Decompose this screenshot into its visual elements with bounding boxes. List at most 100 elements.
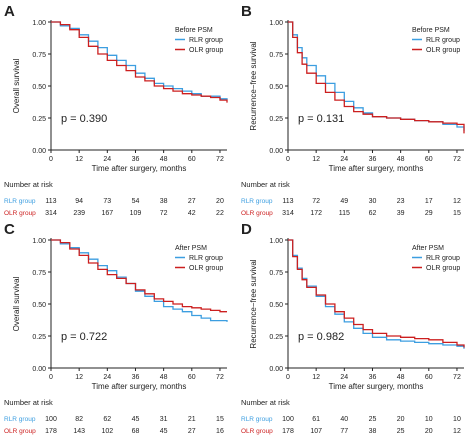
- risk-value: 45: [132, 416, 140, 423]
- legend-label: RLR group: [426, 37, 460, 44]
- y-tick-label: 0.50: [32, 84, 46, 91]
- y-tick-label: 0.75: [32, 270, 46, 277]
- risk-value: 25: [397, 428, 405, 435]
- x-tick-label: 48: [397, 374, 405, 381]
- x-tick-label: 60: [425, 374, 433, 381]
- legend-title: Before PSM: [175, 27, 213, 34]
- risk-value: 17: [425, 198, 433, 205]
- risk-row-label: OLR group: [4, 428, 36, 435]
- x-tick-label: 0: [49, 156, 53, 163]
- panel-a: A 0.00 0.25 0.50 0.75 1.00 0 12 24 36 48 60 72 Time a…: [4, 3, 228, 217]
- risk-value: 54: [132, 198, 140, 205]
- risk-value: 61: [312, 416, 320, 423]
- panel-label: A: [4, 3, 15, 20]
- risk-value: 82: [75, 416, 83, 423]
- risk-row-label: RLR group: [241, 416, 273, 423]
- risk-row-label: RLR group: [4, 416, 36, 423]
- y-tick-label: 1.00: [32, 238, 46, 245]
- risk-value: 15: [453, 210, 461, 217]
- risk-value: 62: [369, 210, 377, 217]
- risk-value: 30: [369, 198, 377, 205]
- risk-value: 73: [103, 198, 111, 205]
- legend-label: OLR group: [426, 265, 460, 272]
- y-tick-label: 0.00: [269, 366, 283, 373]
- risk-value: 15: [216, 416, 224, 423]
- risk-value: 62: [103, 416, 111, 423]
- x-tick-label: 72: [216, 374, 224, 381]
- y-tick-label: 1.00: [32, 20, 46, 27]
- legend-label: RLR group: [189, 37, 223, 44]
- p-value: p = 0.982: [298, 331, 344, 343]
- x-tick-label: 72: [216, 156, 224, 163]
- risk-value: 72: [160, 210, 168, 217]
- risk-value: 100: [45, 416, 57, 423]
- legend-label: OLR group: [426, 47, 460, 54]
- risk-table-title: Number at risk: [241, 180, 290, 189]
- x-axis-title: Time after surgery, months: [92, 164, 187, 173]
- panel-label: C: [4, 221, 15, 238]
- x-tick-label: 48: [397, 156, 405, 163]
- risk-value: 42: [188, 210, 196, 217]
- risk-value: 167: [101, 210, 113, 217]
- panel-label: B: [241, 3, 252, 20]
- risk-value: 45: [160, 428, 168, 435]
- risk-value: 40: [340, 416, 348, 423]
- x-tick-label: 36: [132, 156, 140, 163]
- risk-value: 94: [75, 198, 83, 205]
- series-line-rlr: [51, 239, 228, 322]
- x-tick-label: 12: [75, 374, 83, 381]
- legend-label: OLR group: [189, 47, 223, 54]
- risk-table-title: Number at risk: [241, 398, 290, 407]
- risk-value: 20: [425, 428, 433, 435]
- panel-label: D: [241, 221, 252, 238]
- y-tick-label: 0.25: [269, 116, 283, 123]
- y-tick-label: 0.25: [32, 334, 46, 341]
- y-tick-label: 0.75: [269, 270, 283, 277]
- risk-value: 20: [216, 198, 224, 205]
- risk-value: 77: [340, 428, 348, 435]
- risk-value: 27: [188, 198, 196, 205]
- legend-title: After PSM: [175, 245, 207, 252]
- y-tick-label: 0.00: [32, 366, 46, 373]
- x-tick-label: 60: [188, 374, 196, 381]
- y-tick-label: 1.00: [269, 20, 283, 27]
- risk-value: 143: [73, 428, 85, 435]
- risk-value: 16: [216, 428, 224, 435]
- x-tick-label: 0: [286, 374, 290, 381]
- risk-value: 23: [397, 198, 405, 205]
- x-tick-label: 72: [453, 374, 461, 381]
- risk-row-label: OLR group: [241, 210, 273, 217]
- panel-c: C 0.00 0.25 0.50 0.75 1.00 0 12 24 36 48 60 72 Time a…: [4, 221, 228, 435]
- panel-d: D 0.00 0.25 0.50 0.75 1.00 0 12 24 36 48 60 72 Time a…: [241, 221, 465, 435]
- y-tick-label: 0.00: [269, 148, 283, 155]
- risk-value: 239: [73, 210, 85, 217]
- x-tick-label: 24: [340, 156, 348, 163]
- y-tick-label: 0.50: [269, 84, 283, 91]
- risk-row-label: RLR group: [241, 198, 273, 205]
- risk-value: 178: [45, 428, 57, 435]
- y-axis-title: Overall survival: [12, 276, 21, 331]
- y-tick-label: 0.75: [32, 52, 46, 59]
- risk-table-title: Number at risk: [4, 398, 53, 407]
- series-line-olr: [288, 239, 465, 348]
- legend-label: RLR group: [426, 255, 460, 262]
- series-line-olr: [51, 21, 228, 103]
- risk-value: 22: [216, 210, 224, 217]
- x-tick-label: 60: [425, 156, 433, 163]
- x-axis-title: Time after surgery, months: [329, 382, 424, 391]
- p-value: p = 0.131: [298, 113, 344, 125]
- x-axis-title: Time after surgery, months: [92, 382, 187, 391]
- y-tick-label: 0.00: [32, 148, 46, 155]
- risk-value: 12: [453, 428, 461, 435]
- risk-value: 39: [397, 210, 405, 217]
- risk-row-label: OLR group: [4, 210, 36, 217]
- series-line-rlr: [51, 21, 228, 101]
- y-tick-label: 1.00: [269, 238, 283, 245]
- x-tick-label: 60: [188, 156, 196, 163]
- x-tick-label: 36: [369, 374, 377, 381]
- x-tick-label: 12: [75, 156, 83, 163]
- legend-label: RLR group: [189, 255, 223, 262]
- risk-table-title: Number at risk: [4, 180, 53, 189]
- x-tick-label: 36: [132, 374, 140, 381]
- risk-row-label: RLR group: [4, 198, 36, 205]
